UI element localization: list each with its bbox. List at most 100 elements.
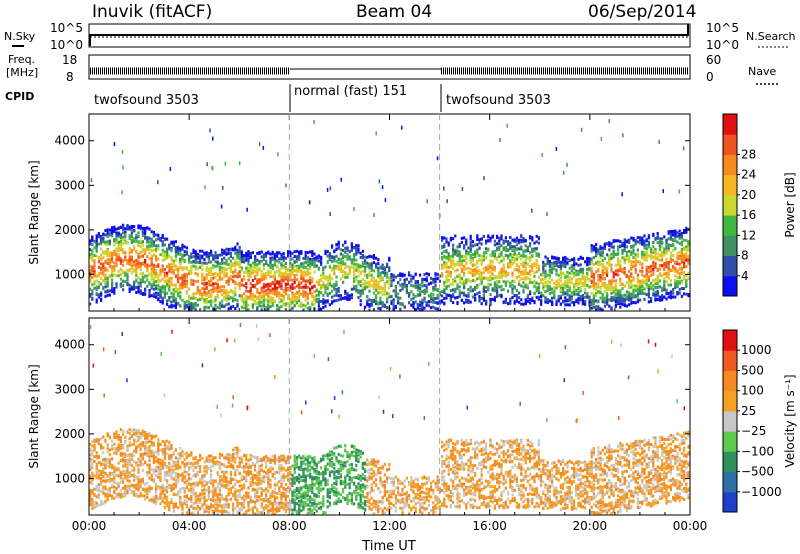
- power-cell: [163, 267, 166, 271]
- power-cell: [144, 231, 147, 235]
- power-cell: [661, 245, 664, 249]
- power-cell: [548, 285, 551, 289]
- power-cell: [122, 284, 125, 288]
- power-cell: [117, 234, 120, 238]
- power-cell: [518, 300, 521, 304]
- power-cell: [372, 282, 375, 286]
- power-cell: [256, 263, 259, 267]
- power-cell: [628, 277, 631, 281]
- power-cell: [667, 249, 670, 253]
- power-cell: [119, 242, 122, 246]
- power-cell: [639, 282, 642, 286]
- power-cell: [669, 231, 672, 235]
- power-cell: [500, 251, 503, 255]
- power-cell: [234, 293, 237, 297]
- power-cell: [674, 269, 677, 273]
- power-cell: [612, 286, 615, 290]
- power-cell: [665, 288, 668, 292]
- power-cell: [454, 296, 457, 300]
- power-cell: [89, 239, 92, 243]
- power-cell: [344, 250, 347, 254]
- power-cell: [280, 278, 283, 282]
- power-cell: [100, 266, 103, 270]
- power-cell: [251, 298, 254, 302]
- power-cell: [262, 286, 265, 290]
- power-cell: [601, 263, 604, 267]
- power-cell: [313, 290, 316, 294]
- power-cell: [300, 274, 303, 278]
- power-cell: [480, 258, 483, 262]
- power-cell: [188, 257, 191, 261]
- power-cell: [309, 271, 312, 275]
- power-cell: [269, 284, 272, 288]
- power-cell: [108, 233, 111, 237]
- power-cell: [590, 271, 593, 275]
- power-cell: [315, 297, 318, 301]
- power-cell: [267, 273, 270, 277]
- power-cell: [603, 246, 606, 250]
- power-cell: [458, 292, 461, 296]
- power-cell: [95, 234, 98, 238]
- power-cell: [513, 251, 516, 255]
- power-cell: [271, 267, 274, 271]
- power-cell: [311, 300, 314, 304]
- power-cell: [456, 249, 459, 253]
- power-cell: [192, 294, 195, 298]
- power-cell: [520, 284, 523, 288]
- power-cell: [478, 246, 481, 250]
- power-cell: [166, 253, 169, 257]
- power-cell: [357, 248, 360, 252]
- power-cell: [381, 277, 384, 281]
- power-cell: [168, 276, 171, 280]
- power-cell: [265, 251, 268, 255]
- power-cell: [311, 262, 314, 266]
- power-cell: [364, 265, 367, 269]
- power-cell: [548, 270, 551, 274]
- power-cell: [628, 283, 631, 287]
- power-cell: [287, 252, 290, 256]
- power-cell: [630, 236, 633, 240]
- power-cell: [177, 294, 180, 298]
- power-cell: [405, 284, 408, 288]
- power-cell: [150, 263, 153, 267]
- power-cell: [502, 273, 505, 277]
- power-cell: [630, 252, 633, 256]
- power-cell: [168, 269, 171, 273]
- power-cell: [225, 297, 228, 301]
- power-cell: [291, 287, 294, 291]
- power-cell: [515, 253, 518, 257]
- power-cell: [507, 265, 510, 269]
- power-cell: [557, 284, 560, 288]
- power-cell: [476, 283, 479, 287]
- power-cell: [632, 244, 635, 248]
- power-cell: [606, 266, 609, 270]
- power-cell: [148, 264, 151, 268]
- power-cell: [95, 249, 98, 253]
- power-cell: [405, 289, 408, 293]
- power-cell: [581, 298, 584, 302]
- power-cell: [522, 240, 525, 244]
- power-cell: [359, 284, 362, 288]
- power-cell: [614, 239, 617, 243]
- power-cell: [111, 271, 114, 275]
- power-cell: [634, 286, 637, 290]
- power-cell: [515, 248, 518, 252]
- power-cell: [128, 283, 131, 287]
- power-cell: [174, 250, 177, 254]
- power-cell: [313, 302, 316, 306]
- power-cell: [249, 297, 252, 301]
- power-cell: [267, 284, 270, 288]
- power-cell: [320, 257, 323, 261]
- power-cell: [306, 306, 309, 310]
- power-cell: [152, 230, 155, 234]
- power-cell: [548, 281, 551, 285]
- power-cell: [597, 269, 600, 273]
- power-cell: [623, 238, 626, 242]
- power-cell: [159, 295, 162, 299]
- power-cell: [247, 295, 250, 299]
- power-cell: [394, 306, 397, 310]
- power-cell: [619, 297, 622, 301]
- power-cell: [339, 277, 342, 281]
- power-cell: [469, 234, 472, 238]
- power-cell: [676, 251, 679, 255]
